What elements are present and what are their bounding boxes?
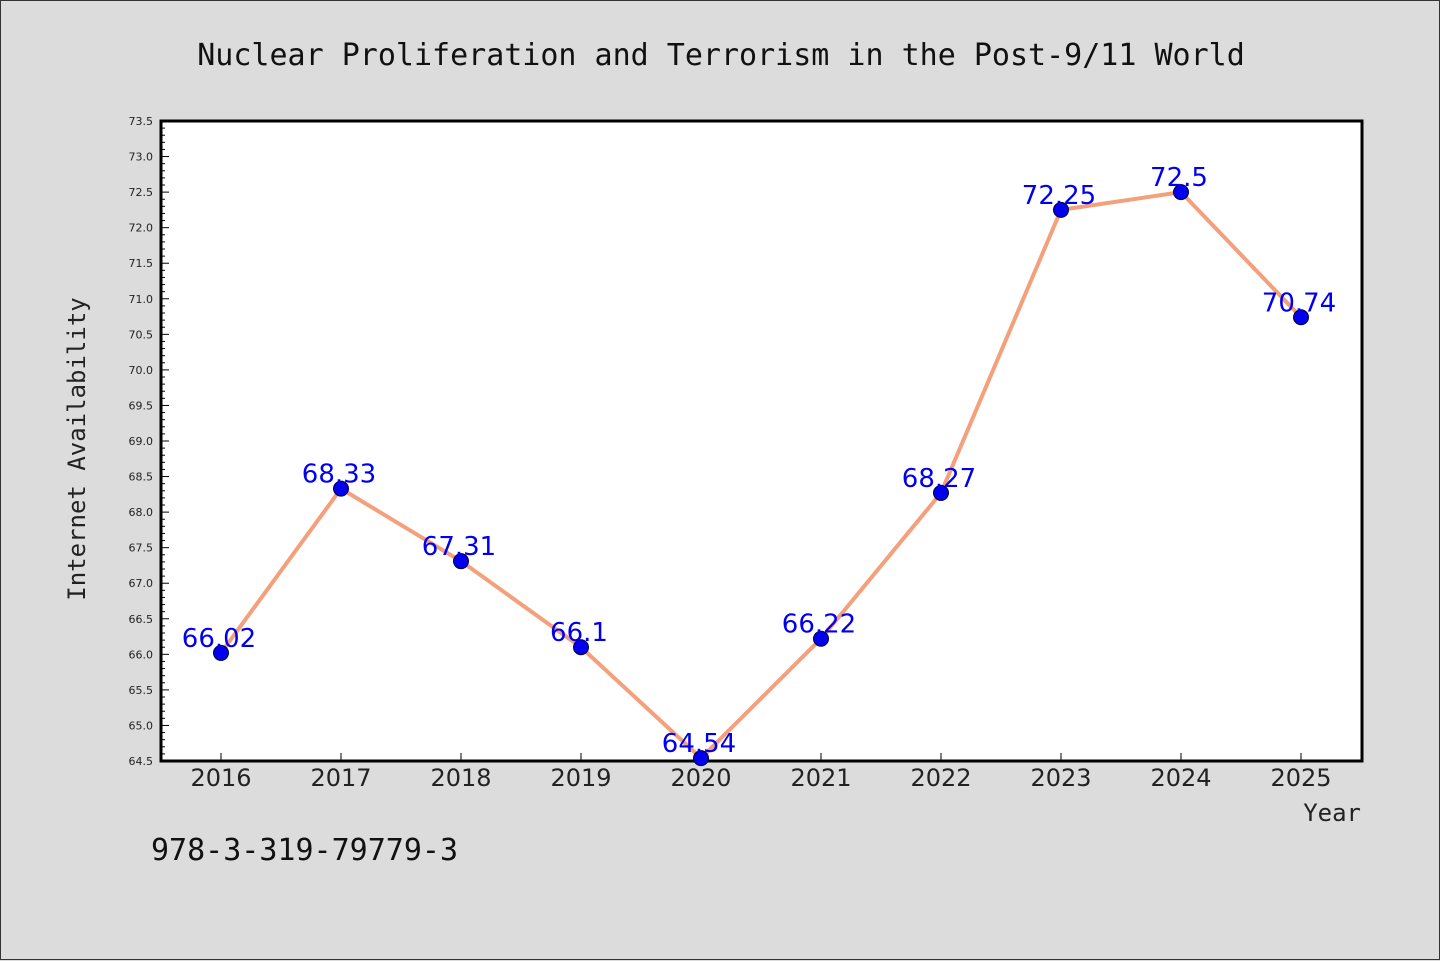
y-tick-label: 73.0 [129, 151, 154, 164]
y-tick-label: 65.0 [129, 719, 154, 732]
x-tick-label: 2016 [190, 764, 251, 792]
y-tick-label: 73.5 [129, 115, 154, 128]
y-tick-label: 71.5 [129, 257, 154, 270]
y-tick-label: 66.5 [129, 613, 154, 626]
data-label: 66.1 [550, 618, 608, 648]
y-tick-label: 67.5 [129, 542, 154, 555]
plot-area [159, 119, 1364, 763]
x-tick-label: 2019 [550, 764, 611, 792]
data-point [1053, 201, 1069, 218]
data-label: 72.5 [1150, 163, 1208, 193]
data-point [1173, 184, 1189, 201]
data-point [333, 480, 349, 497]
y-tick-label: 66.0 [129, 648, 154, 661]
y-tick-label: 71.0 [129, 293, 154, 306]
data-point [453, 553, 469, 570]
y-tick-label: 72.0 [129, 222, 154, 235]
isbn-text: 978-3-319-79779-3 [151, 833, 459, 868]
x-tick-label: 2023 [1030, 764, 1091, 792]
data-label: 68.27 [902, 464, 976, 494]
x-tick-label: 2020 [670, 764, 731, 792]
x-tick-label: 2017 [310, 764, 371, 792]
data-point [813, 630, 829, 647]
series-line [219, 190, 1303, 761]
x-tick-label: 2021 [790, 764, 851, 792]
x-axis: 2016 2017 2018 2019 2020 2021 2022 2023 2024 2025 [190, 753, 1332, 792]
x-tick-label: 2022 [910, 764, 971, 792]
y-tick-label: 70.5 [129, 328, 154, 341]
y-tick-label: 69.5 [129, 399, 154, 412]
data-label: 64.54 [662, 729, 736, 759]
y-axis-label: Internet Availability [63, 297, 91, 600]
y-tick-label: 68.0 [129, 506, 154, 519]
data-label: 67.31 [422, 532, 496, 562]
data-point [213, 644, 229, 661]
data-label: 72.25 [1022, 181, 1096, 211]
data-label: 68.33 [302, 460, 376, 490]
x-tick-label: 2018 [430, 764, 491, 792]
data-point [1293, 309, 1309, 326]
data-point [573, 639, 589, 656]
y-tick-label: 68.5 [129, 471, 154, 484]
x-axis-label: Year [1303, 799, 1361, 827]
y-tick-label: 69.0 [129, 435, 154, 448]
data-label: 70.74 [1262, 288, 1336, 318]
data-point [933, 484, 949, 501]
y-tick-label: 72.5 [129, 186, 154, 199]
series-markers [213, 184, 1309, 767]
y-tick-label: 64.5 [129, 755, 154, 768]
chart-title: Nuclear Proliferation and Terrorism in t… [197, 38, 1245, 73]
data-labels: 66.02 68.33 67.31 66.1 64.54 66.22 68.27 72.25 7… [182, 163, 1336, 759]
x-tick-label: 2024 [1150, 764, 1211, 792]
data-point [693, 750, 709, 767]
y-tick-label: 67.0 [129, 577, 154, 590]
data-label: 66.02 [182, 624, 256, 654]
y-axis: 64.5 65.0 65.5 66.0 66.5 67.0 67.5 68.0 68.5 69.0… [129, 115, 169, 768]
y-tick-label: 70.0 [129, 364, 154, 377]
x-tick-label: 2025 [1270, 764, 1331, 792]
y-tick-label: 65.5 [129, 684, 154, 697]
data-label: 66.22 [782, 610, 856, 640]
